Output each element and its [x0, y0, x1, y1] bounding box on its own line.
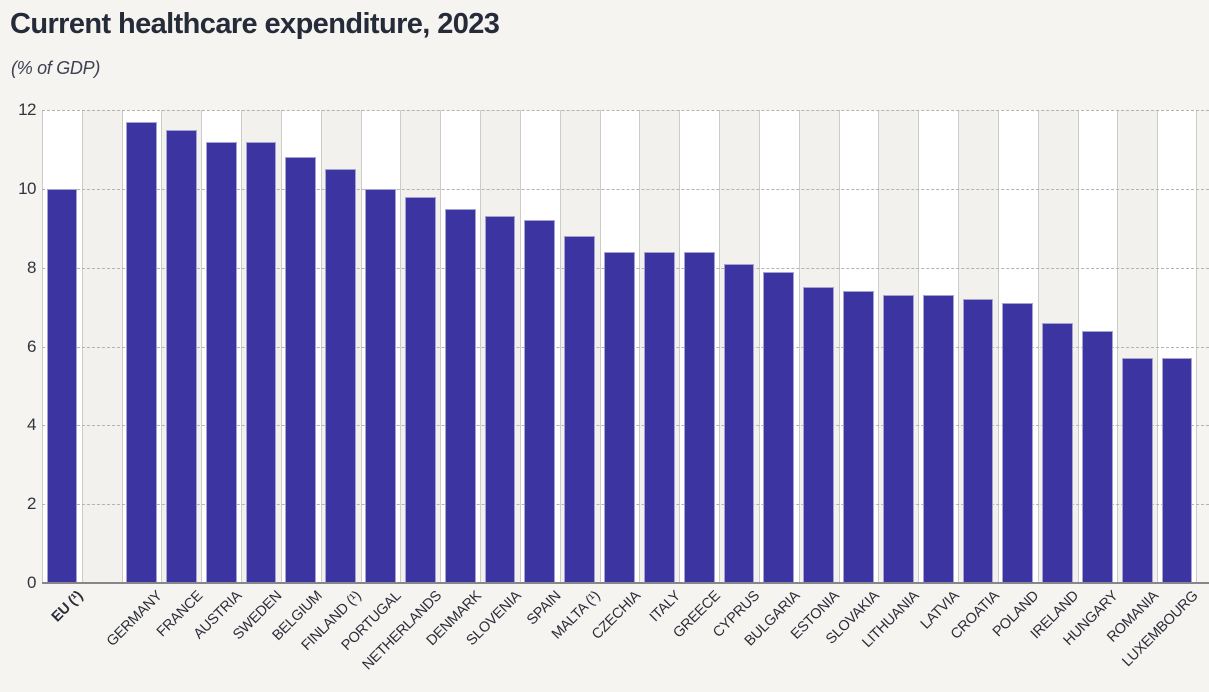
x-label-germany: GERMANY	[104, 588, 166, 650]
bar-latvia	[922, 295, 954, 583]
bar-luxembourg	[1161, 358, 1193, 583]
bar-germany	[126, 121, 157, 583]
bar-slovenia	[484, 216, 516, 583]
bar-netherlands	[404, 196, 436, 583]
y-tick-label-2: 2	[27, 494, 36, 514]
chart-subtitle: (% of GDP)	[11, 58, 101, 78]
plot-area	[42, 110, 1197, 583]
bar-czechia	[604, 251, 635, 583]
x-label-eu: EU (¹)	[48, 588, 87, 626]
x-label-italy: ITALY	[646, 588, 684, 626]
bar-portugal	[365, 188, 396, 583]
bar-sweden	[245, 141, 277, 583]
y-tick-label-4: 4	[27, 415, 36, 435]
bar-eu	[46, 188, 78, 583]
y-tick-label-10: 10	[18, 178, 36, 198]
chart-title: Current healthcare expenditure, 2023	[10, 8, 500, 40]
bar-poland	[1002, 303, 1034, 583]
y-tick-label-0: 0	[27, 573, 36, 592]
bar-lithuania	[882, 295, 914, 583]
bar-italy	[643, 251, 675, 583]
y-tick-label-12: 12	[18, 100, 36, 119]
bar-france	[165, 129, 197, 583]
gridline-12	[42, 110, 1209, 111]
bar-austria	[205, 141, 237, 583]
bar-malta	[564, 236, 596, 583]
bar-denmark	[444, 208, 476, 583]
bar-estonia	[803, 287, 835, 583]
bar-ireland	[1042, 322, 1073, 583]
bar-belgium	[285, 157, 317, 583]
bar-slovakia	[843, 291, 874, 583]
y-tick-label-6: 6	[27, 336, 36, 356]
bar-croatia	[962, 299, 994, 583]
bar-hungary	[1082, 330, 1113, 583]
bar-romania	[1121, 358, 1153, 583]
bar-bulgaria	[763, 271, 795, 583]
bar-finland	[325, 169, 357, 583]
y-tick-label-8: 8	[27, 257, 36, 277]
bar-spain	[524, 220, 556, 583]
bar-greece	[683, 251, 715, 583]
gridline-10	[42, 188, 1209, 190]
bar-cyprus	[723, 263, 755, 583]
x-axis-baseline	[42, 582, 1209, 584]
